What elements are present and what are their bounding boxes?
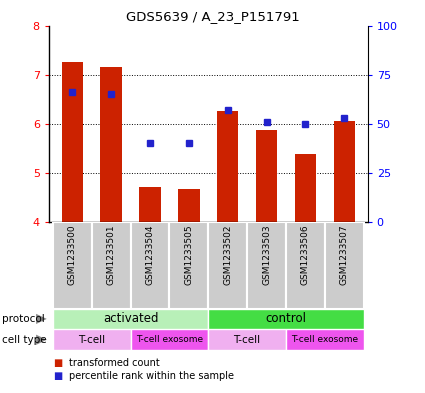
Text: GSM1233502: GSM1233502 (223, 225, 232, 285)
Bar (256, 130, 277, 222)
Text: ■: ■ (53, 358, 62, 368)
Bar (62, 62, 83, 222)
Text: activated: activated (103, 312, 158, 325)
Text: T-cell exosome: T-cell exosome (291, 335, 358, 344)
Bar (178, 189, 199, 222)
Bar (139, 187, 161, 222)
Text: GDS5639 / A_23_P151791: GDS5639 / A_23_P151791 (126, 10, 299, 23)
Text: percentile rank within the sample: percentile rank within the sample (69, 371, 234, 381)
Bar (130, 222, 170, 309)
Bar (247, 222, 286, 309)
Bar (208, 309, 364, 329)
Text: cell type: cell type (2, 335, 47, 345)
Bar (325, 222, 364, 309)
Text: ■: ■ (53, 371, 62, 381)
Text: transformed count: transformed count (69, 358, 160, 368)
Bar (170, 222, 208, 309)
Bar (208, 329, 286, 350)
Text: GSM1233504: GSM1233504 (145, 225, 154, 285)
Bar (92, 222, 130, 309)
Bar (100, 67, 122, 222)
Text: protocol: protocol (2, 314, 45, 324)
Bar (53, 329, 130, 350)
Bar (334, 121, 355, 222)
Bar (286, 329, 364, 350)
Text: T-cell exosome: T-cell exosome (136, 335, 203, 344)
Text: GSM1233501: GSM1233501 (107, 225, 116, 285)
Bar (53, 309, 208, 329)
Text: GSM1233500: GSM1233500 (68, 225, 76, 285)
Bar (217, 110, 238, 222)
Text: control: control (266, 312, 306, 325)
Text: GSM1233507: GSM1233507 (340, 225, 349, 285)
Bar (208, 222, 247, 309)
Text: T-cell: T-cell (234, 335, 261, 345)
Bar (53, 222, 92, 309)
Bar (295, 154, 316, 222)
Bar (286, 222, 325, 309)
Text: T-cell: T-cell (78, 335, 105, 345)
Text: GSM1233506: GSM1233506 (301, 225, 310, 285)
Text: GSM1233503: GSM1233503 (262, 225, 271, 285)
Text: GSM1233505: GSM1233505 (184, 225, 193, 285)
Bar (130, 329, 208, 350)
